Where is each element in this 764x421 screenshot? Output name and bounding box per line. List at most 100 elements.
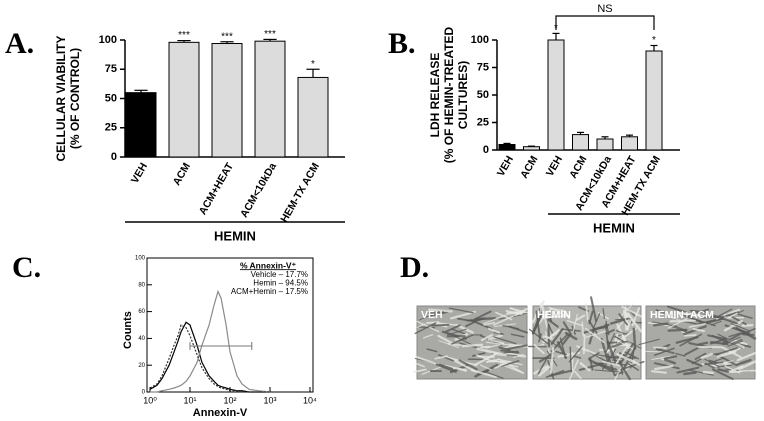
cell xyxy=(736,352,757,362)
cell xyxy=(547,318,559,328)
cell xyxy=(510,333,525,338)
cell xyxy=(614,336,624,342)
cell xyxy=(704,362,715,369)
cell xyxy=(513,353,524,358)
y-tick-label: 0 xyxy=(111,151,117,163)
cell xyxy=(626,320,632,331)
cell xyxy=(615,330,628,336)
cell xyxy=(702,370,714,375)
cell xyxy=(618,313,628,326)
cell xyxy=(675,352,686,357)
bar xyxy=(498,144,516,151)
cell xyxy=(616,314,630,329)
histogram-line xyxy=(149,321,270,393)
cell xyxy=(434,355,448,360)
x-axis-label: Annexin-V xyxy=(193,407,248,419)
cell xyxy=(483,321,496,326)
cell xyxy=(676,366,700,374)
cell xyxy=(664,355,678,360)
cell xyxy=(562,321,571,334)
x-tick-label: 10⁴ xyxy=(303,395,317,405)
bar xyxy=(596,138,614,151)
cell xyxy=(667,317,688,329)
cell xyxy=(618,361,631,381)
cell xyxy=(683,334,697,337)
cell xyxy=(448,307,474,314)
cell xyxy=(688,322,707,328)
cell xyxy=(447,343,462,347)
cell xyxy=(655,309,665,314)
cell xyxy=(438,340,460,348)
cell xyxy=(414,322,437,335)
cell xyxy=(500,360,520,367)
cell xyxy=(638,338,660,346)
cell xyxy=(574,370,582,380)
y-tick-label: 20 xyxy=(138,363,145,369)
legend-entry: Hemin – 94.5% xyxy=(253,279,308,288)
cell xyxy=(485,341,508,346)
micrograph-label: HEMIN+ACM xyxy=(650,309,714,321)
y-tick-label: 75 xyxy=(477,61,489,73)
cell xyxy=(483,370,504,379)
cell xyxy=(435,363,457,373)
cell xyxy=(723,319,743,332)
cell xyxy=(493,315,514,326)
cell xyxy=(493,352,507,357)
micrograph xyxy=(527,296,645,381)
cell xyxy=(415,362,426,368)
cell xyxy=(507,344,528,350)
cell xyxy=(490,339,504,344)
cell xyxy=(714,360,734,366)
cell xyxy=(707,334,731,341)
cell xyxy=(581,321,584,337)
cell xyxy=(505,352,527,358)
cell xyxy=(727,312,739,319)
micrograph xyxy=(638,305,757,380)
cell xyxy=(473,317,486,323)
panel-letter: C. xyxy=(12,251,41,284)
cell xyxy=(418,315,429,321)
bracket-label: NS xyxy=(597,3,612,15)
cell xyxy=(494,323,516,328)
cell xyxy=(653,364,674,371)
cell xyxy=(736,360,757,371)
cell xyxy=(493,336,517,345)
cell xyxy=(446,328,467,336)
cell xyxy=(728,365,744,373)
cell xyxy=(618,303,634,319)
x-tick-label: 10¹ xyxy=(183,395,196,405)
cell xyxy=(605,329,615,335)
y-axis-label: CELLULAR VIABILITY xyxy=(54,36,68,162)
y-tick-label: 0 xyxy=(483,144,489,156)
x-tick-label: 10⁰ xyxy=(143,395,157,405)
cell xyxy=(550,333,569,353)
cell xyxy=(602,360,625,368)
cell xyxy=(470,369,497,379)
cell xyxy=(663,358,677,365)
cell xyxy=(538,365,551,377)
y-tick-label: 60 xyxy=(138,309,145,315)
y-axis-label: CULTURES) xyxy=(456,61,470,129)
group-label: HEMIN xyxy=(593,220,635,235)
y-axis-label: LDH RELEASE xyxy=(428,53,442,138)
cell xyxy=(717,368,729,373)
bar xyxy=(523,146,540,151)
cell xyxy=(722,336,741,346)
cell xyxy=(473,353,497,367)
cell xyxy=(472,310,492,321)
y-axis-label: (% OF HEMIN-TREATED xyxy=(442,26,456,163)
cell xyxy=(533,363,552,375)
micrograph xyxy=(413,305,529,380)
cell xyxy=(653,347,675,356)
cell xyxy=(585,330,607,338)
bar xyxy=(168,41,200,158)
cell xyxy=(538,333,542,343)
cell xyxy=(569,359,579,380)
cell xyxy=(675,336,699,344)
cell xyxy=(627,363,640,371)
panel-letter: B. xyxy=(388,27,416,60)
cell xyxy=(692,328,705,332)
cell xyxy=(542,335,553,340)
cell xyxy=(423,334,434,339)
cell xyxy=(488,327,501,334)
